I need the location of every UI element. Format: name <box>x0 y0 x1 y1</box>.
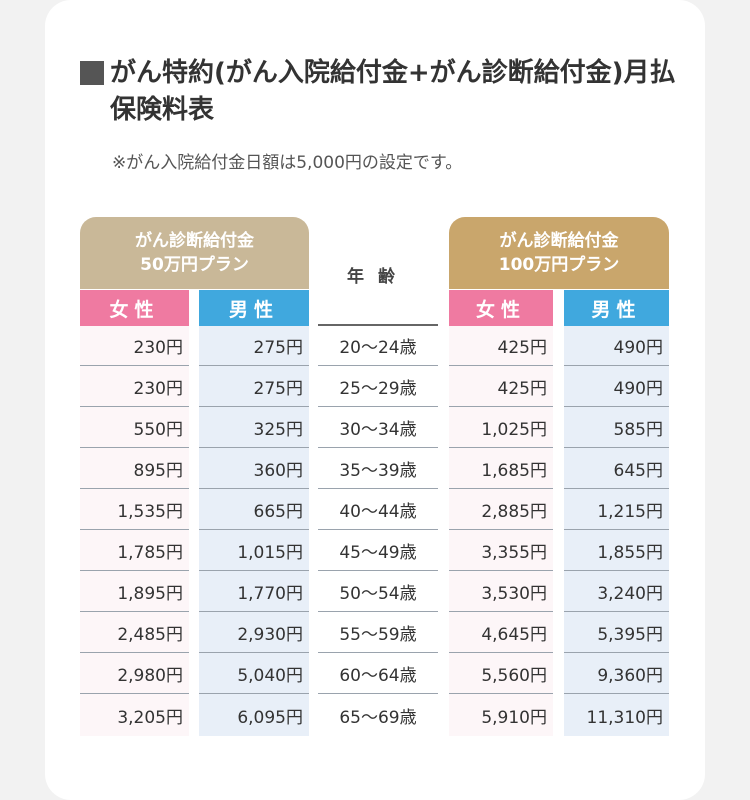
premium-cell-50-male: 2,930円 <box>199 613 309 653</box>
age-cell: 50〜54歳 <box>318 572 438 612</box>
age-cell: 55〜59歳 <box>318 613 438 653</box>
premium-cell-100-male: 645円 <box>564 449 669 489</box>
premium-cell-50-female: 2,485円 <box>80 613 189 653</box>
premium-cell-50-male: 6,095円 <box>237 707 303 728</box>
age-column: 20〜24歳 25〜29歳 30〜34歳 35〜39歳 40〜44歳 45〜49歳 50〜5… <box>318 326 438 736</box>
premium-cell-50-female: 230円 <box>80 367 189 407</box>
age-cell: 30〜34歳 <box>318 408 438 448</box>
premium-cell-100-female: 5,910円 <box>481 707 547 728</box>
plan-100-male-column: 490円 490円 585円 645円 1,215円 1,855円 3,240円 5,395円… <box>564 326 669 736</box>
plan-50-female-header: 女性 <box>80 290 189 326</box>
plan-50-male-column: 275円 275円 325円 360円 665円 1,015円 1,770円 2,930円 5,… <box>199 326 309 736</box>
page-title: がん特約(がん入院給付金+がん診断給付金)月払保険料表 <box>80 55 680 129</box>
premium-cell-50-male: 325円 <box>199 408 309 448</box>
premium-cell-100-male: 1,855円 <box>564 531 669 571</box>
premium-cell-100-female: 1,025円 <box>449 408 553 448</box>
plan-100-header: がん診断給付金 100万円プラン <box>449 217 669 289</box>
age-cell: 25〜29歳 <box>318 367 438 407</box>
premium-cell-100-male: 3,240円 <box>564 572 669 612</box>
premium-cell-50-female: 3,205円 <box>117 707 183 728</box>
premium-cell-50-female: 230円 <box>80 326 189 366</box>
premium-cell-50-female: 1,785円 <box>80 531 189 571</box>
plan-100-female-column: 425円 425円 1,025円 1,685円 2,885円 3,355円 3,530円 4,… <box>449 326 553 736</box>
premium-cell-50-male: 1,015円 <box>199 531 309 571</box>
premium-cell-100-female: 3,355円 <box>449 531 553 571</box>
premium-cell-100-female: 5,560円 <box>449 654 553 694</box>
premium-cell-100-male: 11,310円 <box>586 707 663 728</box>
premium-cell-100-male: 9,360円 <box>564 654 669 694</box>
premium-cell-50-male: 360円 <box>199 449 309 489</box>
plan-50-line2: 50万円プラン <box>140 255 249 275</box>
premium-cell-100-female: 1,685円 <box>449 449 553 489</box>
premium-cell-100-female: 425円 <box>449 326 553 366</box>
premium-cell-50-male: 275円 <box>199 367 309 407</box>
plan-50-female-column: 230円 230円 550円 895円 1,535円 1,785円 1,895円 2,485円… <box>80 326 189 736</box>
premium-cell-50-female: 550円 <box>80 408 189 448</box>
plan-100-male-header: 男性 <box>564 290 669 326</box>
premium-cell-50-male: 275円 <box>199 326 309 366</box>
premium-cell-50-male: 5,040円 <box>199 654 309 694</box>
plan-100-female-header: 女性 <box>449 290 553 326</box>
premium-cell-50-male: 1,770円 <box>199 572 309 612</box>
plan-100-line1: がん診断給付金 <box>499 231 619 251</box>
premium-cell-100-female: 2,885円 <box>449 490 553 530</box>
premium-cell-100-male: 1,215円 <box>564 490 669 530</box>
plan-50-male-header: 男性 <box>199 290 309 326</box>
premium-cell-100-female: 3,530円 <box>449 572 553 612</box>
premium-cell-100-female: 425円 <box>449 367 553 407</box>
premium-cell-100-male: 5,395円 <box>564 613 669 653</box>
premium-cell-100-male: 585円 <box>564 408 669 448</box>
premium-cell-100-male: 490円 <box>564 367 669 407</box>
note-text: ※がん入院給付金日額は5,000円の設定です。 <box>112 153 463 173</box>
premium-cell-100-female: 4,645円 <box>449 613 553 653</box>
age-header-divider <box>318 324 438 326</box>
premium-cell-50-female: 895円 <box>80 449 189 489</box>
premium-cell-50-female: 1,535円 <box>80 490 189 530</box>
age-cell: 40〜44歳 <box>318 490 438 530</box>
plan-50-line1: がん診断給付金 <box>135 231 254 251</box>
age-header: 年齢 <box>347 267 409 287</box>
age-cell: 65〜69歳 <box>339 707 417 728</box>
age-cell: 60〜64歳 <box>318 654 438 694</box>
plan-100-line2: 100万円プラン <box>498 255 620 275</box>
age-cell: 20〜24歳 <box>318 326 438 366</box>
premium-cell-100-male: 490円 <box>564 326 669 366</box>
square-bullet-icon <box>80 61 104 85</box>
page-title-text: がん特約(がん入院給付金+がん診断給付金)月払保険料表 <box>110 58 676 125</box>
age-cell: 45〜49歳 <box>318 531 438 571</box>
plan-50-header: がん診断給付金 50万円プラン <box>80 217 309 289</box>
age-cell: 35〜39歳 <box>318 449 438 489</box>
premium-cell-50-female: 2,980円 <box>80 654 189 694</box>
premium-cell-50-male: 665円 <box>199 490 309 530</box>
premium-cell-50-female: 1,895円 <box>80 572 189 612</box>
